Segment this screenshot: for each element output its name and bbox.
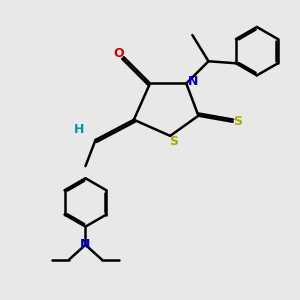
Text: N: N: [80, 238, 91, 251]
Text: O: O: [114, 47, 124, 60]
Text: N: N: [188, 75, 199, 88]
Text: S: S: [233, 115, 242, 128]
Text: S: S: [169, 135, 178, 148]
Text: H: H: [74, 123, 85, 136]
